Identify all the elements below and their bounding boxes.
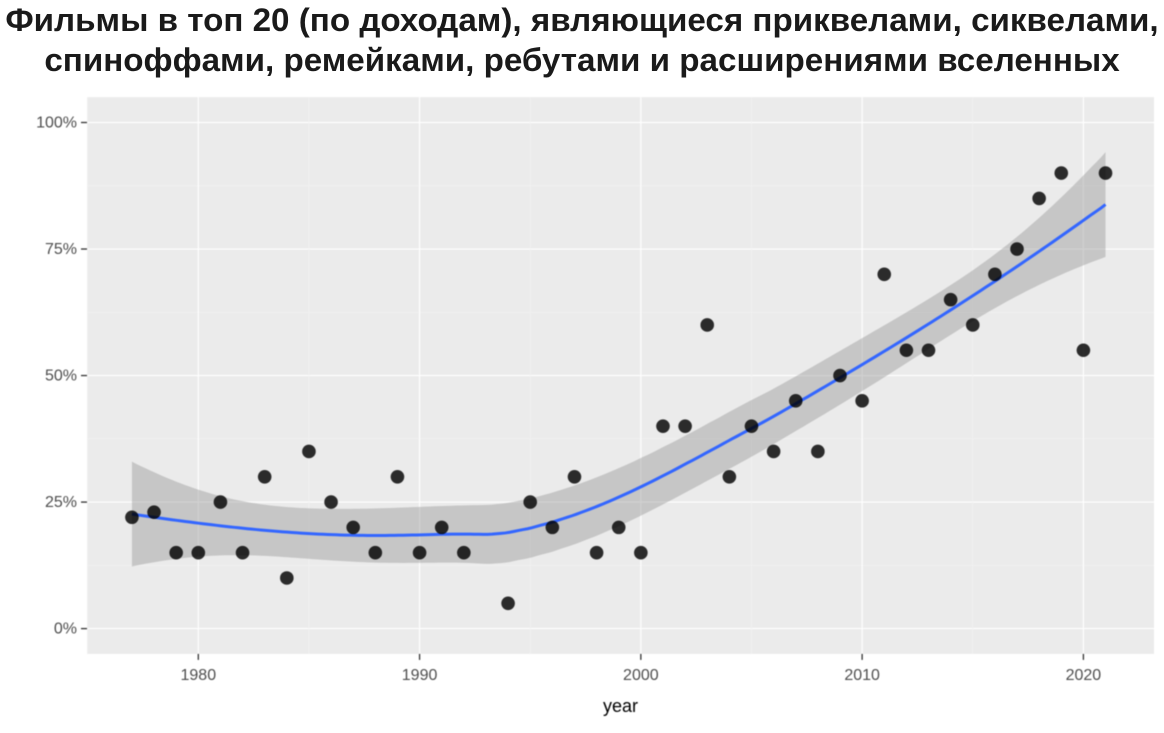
svg-text:50%: 50% [45,368,77,385]
svg-text:2000: 2000 [623,667,659,684]
svg-text:2020: 2020 [1066,667,1102,684]
svg-text:1990: 1990 [402,667,438,684]
svg-text:75%: 75% [45,241,77,258]
svg-text:year: year [603,696,638,716]
svg-text:25%: 25% [45,494,77,511]
svg-text:0%: 0% [54,621,77,638]
svg-text:100%: 100% [36,115,77,132]
svg-text:1980: 1980 [181,667,217,684]
svg-text:2010: 2010 [844,667,880,684]
